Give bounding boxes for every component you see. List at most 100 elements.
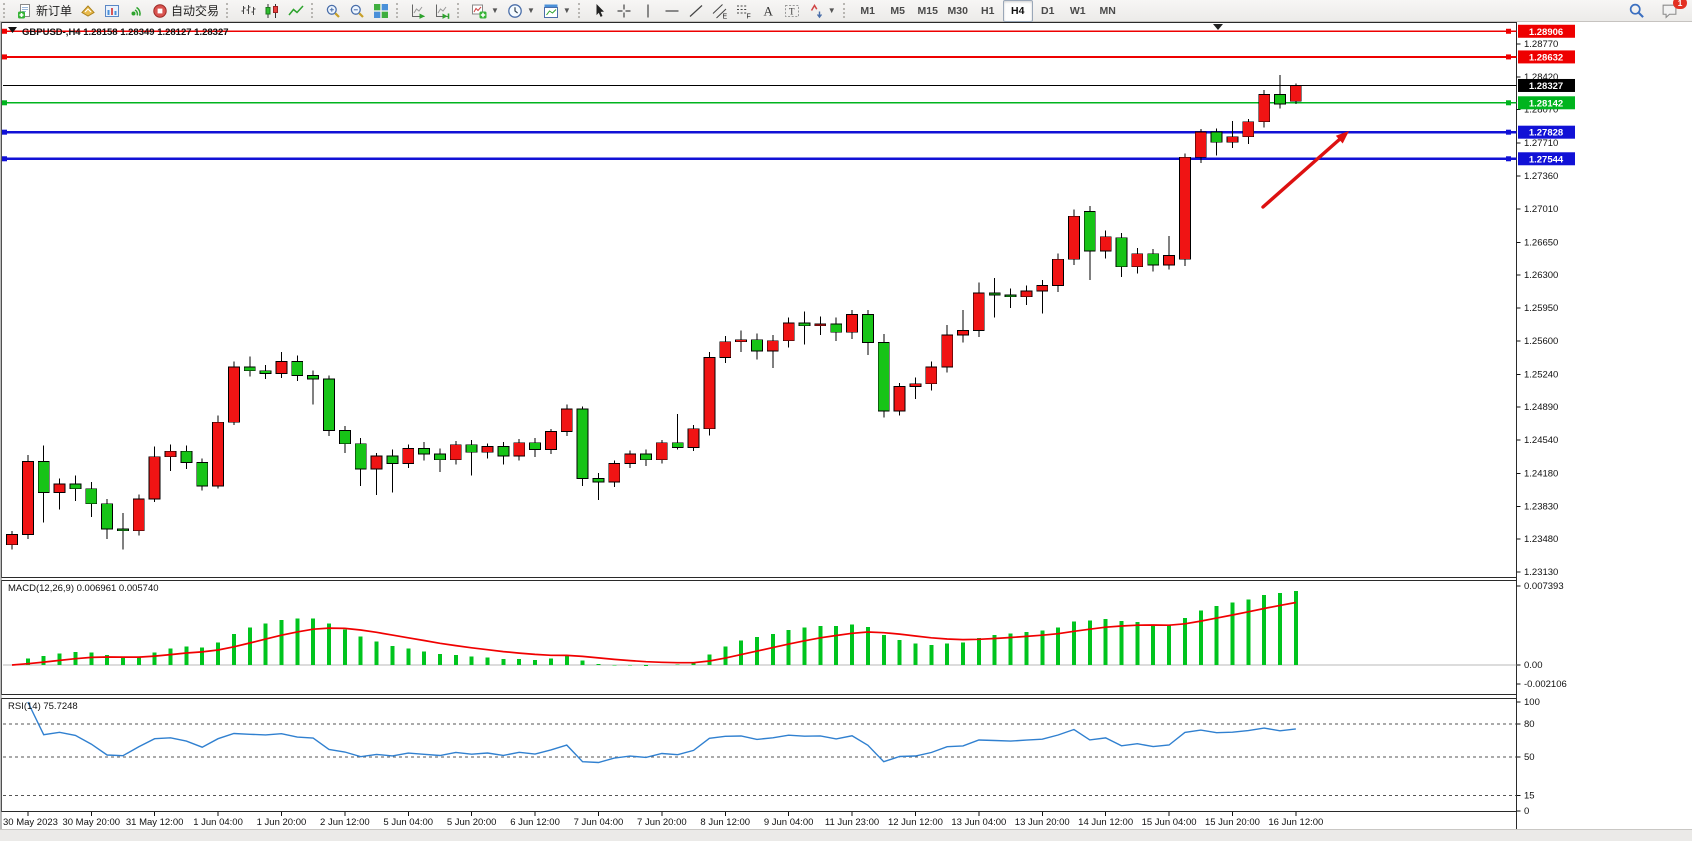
tf-h4-button[interactable]: H4 [1002, 0, 1033, 22]
line-handle[interactable] [1506, 156, 1511, 162]
tile-windows-button[interactable] [369, 0, 393, 22]
periods-button[interactable]: ▼ [503, 0, 539, 22]
crosshair-button[interactable] [612, 0, 636, 22]
equidistant-channel-tool-button[interactable]: E [708, 0, 732, 22]
toolbar-group-grip[interactable] [457, 3, 463, 18]
time-tick-label: 14 Jun 12:00 [1078, 817, 1133, 828]
horizontal-line-tool-button[interactable] [660, 0, 684, 22]
line-handle[interactable] [2, 54, 7, 60]
candle [608, 462, 621, 483]
fibonacci-tool-button[interactable]: F [732, 0, 756, 22]
candle [465, 444, 478, 453]
candle [481, 446, 494, 453]
tf-h1-button[interactable]: H1 [973, 0, 1003, 22]
line-handle[interactable] [2, 28, 7, 34]
arrows-tool-button[interactable]: ▼ [804, 0, 840, 22]
price-tick-label: 1.27360 [1524, 171, 1558, 182]
text-tool-button[interactable]: A [756, 0, 780, 22]
trend-arrow-annotation[interactable] [1261, 131, 1349, 209]
candle [85, 488, 98, 505]
new-order-button[interactable]: 新订单 [13, 0, 76, 22]
tf-m5-label: M5 [890, 4, 906, 17]
macd-signal-line [11, 601, 1297, 666]
one-click-trading-toggle[interactable] [8, 27, 17, 33]
chart-shift-button[interactable] [430, 0, 454, 22]
macd-pane [1, 580, 1517, 695]
candle [1004, 294, 1017, 298]
zoom-in-button[interactable] [321, 0, 345, 22]
search-icon [1629, 3, 1644, 18]
line-handle[interactable] [2, 129, 7, 135]
line-handle[interactable] [2, 156, 7, 162]
toolbar-group-grip[interactable] [577, 3, 584, 18]
rsi-axis-label: 15 [1524, 791, 1535, 802]
candle [1020, 290, 1033, 298]
candle [291, 360, 304, 376]
new-order-icon [17, 3, 33, 19]
signals-button[interactable] [124, 0, 148, 22]
candle [830, 323, 843, 333]
line-chart-mode-button[interactable] [284, 0, 308, 22]
line-icon [288, 3, 304, 19]
candle [592, 477, 605, 483]
level-1.28142-badge [1518, 96, 1575, 110]
quotes-icon [80, 3, 96, 19]
shift-icon [434, 3, 450, 19]
toolbar-group-grip[interactable] [3, 3, 9, 18]
time-tick-label: 1 Jun 20:00 [257, 817, 307, 828]
tf-m30-button[interactable]: M30 [943, 0, 973, 22]
svg-text:E: E [722, 13, 727, 19]
time-tick-label: 15 Jun 04:00 [1142, 817, 1197, 828]
zoom-out-button[interactable] [345, 0, 369, 22]
svg-text:T: T [789, 6, 795, 16]
quotes-button[interactable] [76, 0, 100, 22]
templates-button[interactable]: ▼ [539, 0, 575, 22]
toolbar-group-grip[interactable] [396, 3, 402, 18]
line-handle[interactable] [1506, 100, 1511, 106]
chevron-down-icon[interactable]: ▼ [526, 6, 535, 15]
tf-mn-button[interactable]: MN [1093, 0, 1123, 22]
candlestick-series [6, 74, 1302, 550]
line-handle[interactable] [1506, 54, 1511, 60]
toolbar-group-grip[interactable] [311, 3, 317, 18]
search-button[interactable] [1624, 0, 1649, 22]
chevron-down-icon[interactable]: ▼ [491, 6, 499, 15]
candle [735, 339, 747, 343]
candle [1274, 94, 1286, 105]
line-handle[interactable] [1506, 129, 1511, 135]
trendline-tool-button[interactable] [684, 0, 708, 22]
tf-h1-label: H1 [981, 4, 995, 17]
auto-scroll-button[interactable] [406, 0, 430, 22]
tf-w1-button[interactable]: W1 [1063, 0, 1093, 22]
zoom-in-icon [325, 3, 341, 19]
chevron-down-icon[interactable]: ▼ [562, 6, 571, 15]
candle [1194, 131, 1207, 158]
candle [307, 374, 320, 380]
indicators-button[interactable]: ▼ [467, 0, 503, 22]
bar-chart-mode-button[interactable] [236, 0, 260, 22]
community-button[interactable]: 1 [1657, 0, 1687, 22]
charts-button[interactable] [100, 0, 124, 22]
tf-m1-button[interactable]: M1 [853, 0, 883, 22]
autotrading-icon [152, 3, 168, 19]
chevron-down-icon[interactable]: ▼ [827, 6, 836, 15]
tf-d1-button[interactable]: D1 [1033, 0, 1063, 22]
cursor-button[interactable] [588, 0, 612, 22]
candles-icon [264, 3, 280, 19]
line-handle[interactable] [1506, 28, 1511, 34]
autotrading-button[interactable]: 自动交易 [148, 0, 223, 22]
time-tick-label: 11 Jun 23:00 [825, 817, 879, 828]
text-label-tool-button[interactable]: T [780, 0, 804, 22]
line-handle[interactable] [2, 100, 7, 106]
vertical-line-tool-button[interactable] [636, 0, 660, 22]
candle-chart-mode-button[interactable] [260, 0, 284, 22]
toolbar-group-grip[interactable] [226, 3, 232, 18]
candle [117, 528, 129, 532]
price-tick-label: 1.23830 [1524, 501, 1558, 512]
toolbar-group-grip[interactable] [842, 3, 849, 18]
candle [1131, 253, 1144, 268]
tf-m5-button[interactable]: M5 [883, 0, 913, 22]
chart-shift-marker[interactable] [1213, 24, 1223, 30]
tf-m15-button[interactable]: M15 [913, 0, 943, 22]
time-tick-label: 15 Jun 20:00 [1205, 817, 1260, 828]
